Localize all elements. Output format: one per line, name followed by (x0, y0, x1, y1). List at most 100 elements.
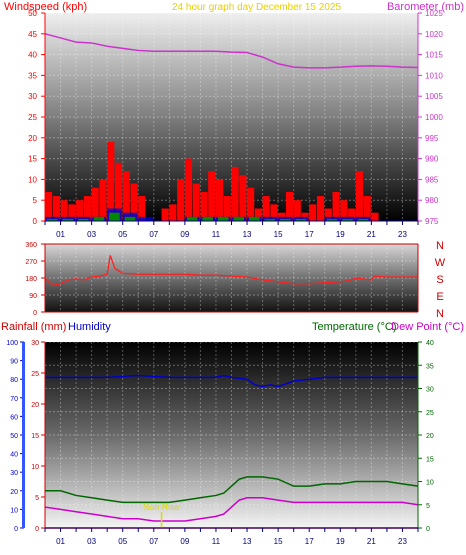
tick-label-hour: 17 (305, 230, 314, 239)
tick-label-temperature: 15 (426, 456, 434, 463)
tick-label-temperature: 30 (426, 387, 434, 394)
tick-label-hour: 07 (149, 537, 158, 546)
humidity-axis-label: Humidity (68, 321, 111, 333)
tick-label-barometer: 1020 (425, 30, 443, 39)
tick-label-direction: 0 (33, 310, 37, 317)
tick-label-direction: 270 (25, 259, 37, 266)
tick-label-hour: 03 (87, 537, 96, 546)
wind-bar (169, 204, 177, 221)
calm-bar (233, 216, 245, 221)
tick-label-hour: 09 (180, 230, 189, 239)
tick-label-direction: 180 (25, 276, 37, 283)
calm-bar (62, 218, 74, 221)
wind-bar (254, 208, 262, 221)
tick-label-rain: 30 (31, 340, 39, 347)
wind-bar (161, 208, 169, 221)
windspeed-axis-label: Windspeed (kph) (4, 1, 87, 13)
direction-marks (44, 255, 418, 287)
calm-bar (264, 218, 276, 221)
wind-marks (44, 33, 419, 221)
tick-label-hour: 07 (149, 230, 158, 239)
calm-bar (78, 218, 89, 221)
tick-label-temperature: 0 (426, 526, 430, 533)
tick-label-hour: 01 (56, 230, 65, 239)
tick-label-hour: 03 (87, 230, 96, 239)
wind-bar (285, 191, 294, 221)
wind-bar (122, 171, 130, 221)
tick-label-barometer: 980 (425, 196, 439, 205)
tick-label-wind: 40 (28, 51, 37, 60)
tick-label-temperature: 35 (426, 363, 434, 370)
humidity-line (45, 374, 418, 388)
tick-label-humidity: 70 (10, 396, 18, 403)
wind-bar (91, 187, 99, 221)
tick-label-hour: 23 (398, 537, 407, 546)
tick-label-rain: 5 (35, 495, 39, 502)
tick-label-hour: 21 (367, 537, 376, 546)
tick-label-hour: 09 (180, 537, 189, 546)
tick-label-barometer: 1025 (425, 9, 443, 18)
tick-label-temperature: 5 (426, 503, 430, 510)
tick-label-humidity: 0 (14, 526, 18, 533)
calm-bar (326, 218, 338, 221)
compass-label: S (436, 274, 443, 286)
tick-label-humidity: 60 (10, 414, 18, 421)
wind-bar (208, 171, 216, 221)
calm-bar (93, 216, 105, 221)
compass-label: N (436, 308, 444, 320)
tick-label-rain: 0 (35, 526, 39, 533)
tick-label-wind: 15 (28, 155, 37, 164)
wind-bar (138, 196, 146, 221)
temperature-axis-label: Temperature (°C) (312, 321, 396, 333)
wind-bar (130, 183, 138, 221)
gust-bar (138, 216, 153, 221)
wind-bar (348, 208, 356, 221)
tick-label-hour: 19 (336, 230, 345, 239)
tick-label-barometer: 1005 (425, 92, 443, 101)
wind-bar (355, 171, 364, 221)
tick-label-barometer: 990 (425, 155, 439, 164)
wind-bar (114, 162, 123, 221)
wind-bar (332, 191, 340, 221)
wind-bar (215, 179, 224, 221)
tick-label-wind: 35 (28, 71, 37, 80)
compass-label: N (436, 240, 444, 252)
tick-label-barometer: 1015 (425, 51, 443, 60)
tick-label-hour: 01 (56, 537, 65, 546)
wind-bar (239, 175, 247, 221)
wind-bar (363, 196, 371, 221)
calm-bar (280, 218, 291, 221)
humidity-axis-bar (22, 342, 25, 528)
tick-label-direction: 360 (25, 242, 37, 249)
tick-label-hour: 15 (274, 230, 283, 239)
tick-label-direction: 90 (29, 293, 37, 300)
tick-label-temperature: 10 (426, 480, 434, 487)
tick-label-temperature: 25 (426, 410, 434, 417)
tick-label-humidity: 90 (10, 359, 18, 366)
tick-label-hour: 23 (398, 230, 407, 239)
temperature-axes: 0510152025303540051015202530010203040506… (6, 340, 434, 546)
tick-label-barometer: 975 (425, 217, 439, 226)
calm-bar (249, 216, 260, 221)
tick-label-barometer: 1000 (425, 113, 443, 122)
wind-bar (223, 196, 231, 221)
wind-bar (68, 204, 76, 221)
sunrise-label: Sun Rise (143, 502, 180, 512)
wind-bar (192, 183, 200, 221)
temperature-line (45, 476, 419, 504)
wind-bar (247, 187, 255, 221)
tick-label-wind: 45 (28, 30, 37, 39)
wind-bar (60, 200, 68, 221)
tick-label-hour: 21 (367, 230, 376, 239)
barometer-line (44, 33, 419, 69)
wind-bar (52, 196, 60, 221)
wind-bar (231, 166, 239, 221)
calm-bar (357, 218, 369, 221)
tick-label-hour: 13 (243, 537, 252, 546)
tick-label-hour: 15 (274, 537, 283, 546)
tick-label-hour: 05 (118, 230, 127, 239)
wind-bar (293, 200, 301, 221)
tick-label-wind: 5 (33, 196, 38, 205)
tick-label-hour: 11 (212, 230, 221, 239)
